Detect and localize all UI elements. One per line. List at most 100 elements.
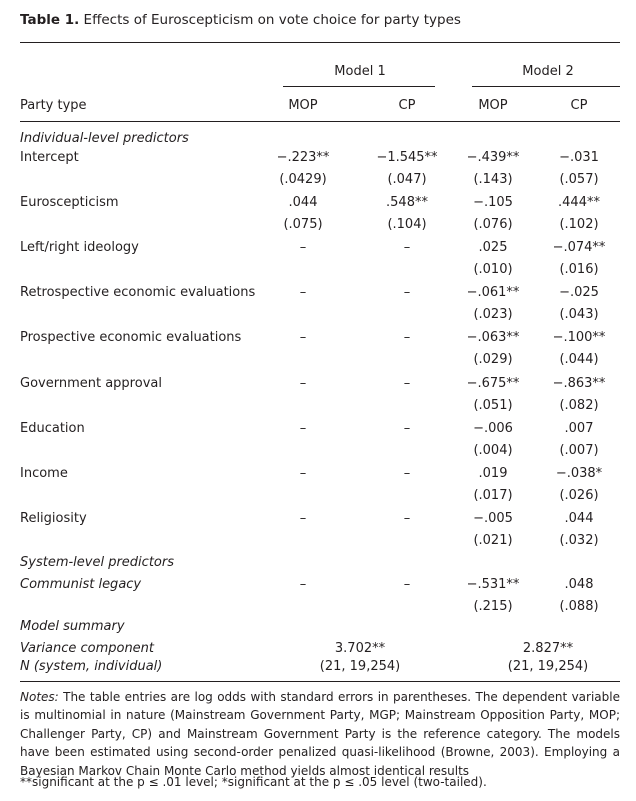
- se-cell: (.016): [559, 262, 599, 278]
- row-label: Left/right ideology: [20, 240, 139, 256]
- se-cell: (.021): [473, 532, 513, 548]
- coef-cell: −.675**: [466, 375, 520, 391]
- coef-cell: –: [403, 330, 411, 346]
- coef-cell: .044: [288, 195, 318, 211]
- se-cell: (.017): [473, 487, 513, 503]
- se-cell: (.104): [387, 217, 427, 233]
- coef-cell: −.005: [473, 510, 513, 526]
- se-cell: (.032): [559, 532, 599, 548]
- row-label: Income: [20, 465, 68, 481]
- coef-cell: .025: [478, 240, 508, 256]
- model1-header: Model 1: [334, 64, 386, 79]
- table-caption-text: Effects of Euroscepticism on vote choice…: [83, 12, 461, 28]
- model2-underline: [472, 86, 620, 87]
- se-cell: (.044): [559, 352, 599, 368]
- row-label: Intercept: [20, 150, 79, 165]
- coef-cell: –: [403, 375, 411, 391]
- notes-label: Notes:: [20, 690, 59, 704]
- coef-cell: −1.545**: [376, 150, 438, 165]
- coef-cell: −.006: [473, 420, 513, 436]
- bottom-rule: [20, 681, 620, 682]
- se-cell: (.0429): [279, 172, 327, 187]
- coef-cell: −.061**: [466, 285, 520, 301]
- se-cell: (.143): [473, 172, 513, 187]
- coef-cell: −.031: [559, 150, 599, 165]
- coef-cell: –: [299, 375, 307, 391]
- coef-cell: .048: [564, 577, 594, 592]
- section-summary: Model summary: [20, 619, 125, 634]
- coef-cell: −.025: [559, 285, 599, 301]
- coef-cell: .019: [478, 465, 508, 481]
- coef-cell: −.223**: [276, 150, 330, 165]
- coef-cell: –: [403, 240, 411, 256]
- se-cell: (.076): [473, 217, 513, 233]
- coef-cell: .444**: [558, 195, 600, 211]
- se-cell: (.026): [559, 487, 599, 503]
- se-cell: (.029): [473, 352, 513, 368]
- model2-header: Model 2: [522, 64, 574, 79]
- variance-component-m1: 3.702**: [334, 641, 386, 656]
- coef-cell: –: [299, 577, 307, 592]
- table-notes: Notes: The table entries are log odds wi…: [20, 688, 620, 780]
- se-cell: (.043): [559, 307, 599, 323]
- n-label: N (system, individual): [20, 659, 163, 674]
- model1-underline: [283, 86, 435, 87]
- n-m2: (21, 19,254): [507, 659, 589, 674]
- table-caption-label: Table 1.: [20, 12, 80, 28]
- coef-cell: –: [403, 285, 411, 301]
- coef-cell: –: [299, 330, 307, 346]
- se-cell: (.023): [473, 307, 513, 323]
- variance-component-m2: 2.827**: [522, 641, 574, 656]
- coef-cell: –: [403, 577, 411, 592]
- coef-cell: −.100**: [552, 330, 606, 346]
- se-cell: (.102): [559, 217, 599, 233]
- coef-cell: –: [299, 465, 307, 481]
- coef-cell: −.063**: [466, 330, 520, 346]
- header-rule: [20, 121, 620, 122]
- se-cell: (.051): [473, 397, 513, 413]
- col-header-m2-cp: CP: [570, 98, 588, 113]
- top-rule: [20, 42, 620, 43]
- coef-cell: –: [299, 510, 307, 526]
- coef-cell: .007: [564, 420, 594, 436]
- se-cell: (.075): [283, 217, 323, 233]
- coef-cell: –: [403, 465, 411, 481]
- row-label: Communist legacy: [20, 577, 142, 592]
- party-type-header: Party type: [20, 98, 87, 113]
- se-cell: (.215): [473, 599, 513, 614]
- se-cell: (.007): [559, 442, 599, 458]
- section-individual: Individual-level predictors: [20, 131, 189, 146]
- se-cell: (.057): [559, 172, 599, 187]
- n-m1: (21, 19,254): [319, 659, 401, 674]
- section-system: System-level predictors: [20, 555, 174, 570]
- coef-cell: −.863**: [552, 375, 606, 391]
- col-header-m1-mop: MOP: [288, 98, 318, 113]
- row-label: Religiosity: [20, 510, 87, 526]
- coef-cell: −.531**: [466, 577, 520, 592]
- coef-cell: −.439**: [466, 150, 520, 165]
- notes-text: The table entries are log odds with stan…: [20, 690, 620, 778]
- row-label: Education: [20, 420, 85, 436]
- coef-cell: –: [299, 240, 307, 256]
- coef-cell: −.074**: [552, 240, 606, 256]
- coef-cell: –: [299, 420, 307, 436]
- coef-cell: –: [299, 285, 307, 301]
- coef-cell: –: [403, 420, 411, 436]
- se-cell: (.010): [473, 262, 513, 278]
- coef-cell: .548**: [386, 195, 428, 211]
- col-header-m1-cp: CP: [398, 98, 416, 113]
- table-caption: Table 1. Effects of Euroscepticism on vo…: [20, 12, 461, 28]
- significance-note: **significant at the p ≤ .01 level; *sig…: [20, 775, 487, 789]
- se-cell: (.088): [559, 599, 599, 614]
- coef-cell: .044: [564, 510, 594, 526]
- coef-cell: −.105: [473, 195, 513, 211]
- se-cell: (.004): [473, 442, 513, 458]
- row-label: Prospective economic evaluations: [20, 330, 242, 346]
- col-header-m2-mop: MOP: [478, 98, 508, 113]
- coef-cell: −.038*: [555, 465, 603, 481]
- coef-cell: –: [403, 510, 411, 526]
- row-label: Euroscepticism: [20, 195, 119, 211]
- row-label: Retrospective economic evaluations: [20, 285, 256, 301]
- se-cell: (.082): [559, 397, 599, 413]
- variance-component-label: Variance component: [20, 641, 155, 656]
